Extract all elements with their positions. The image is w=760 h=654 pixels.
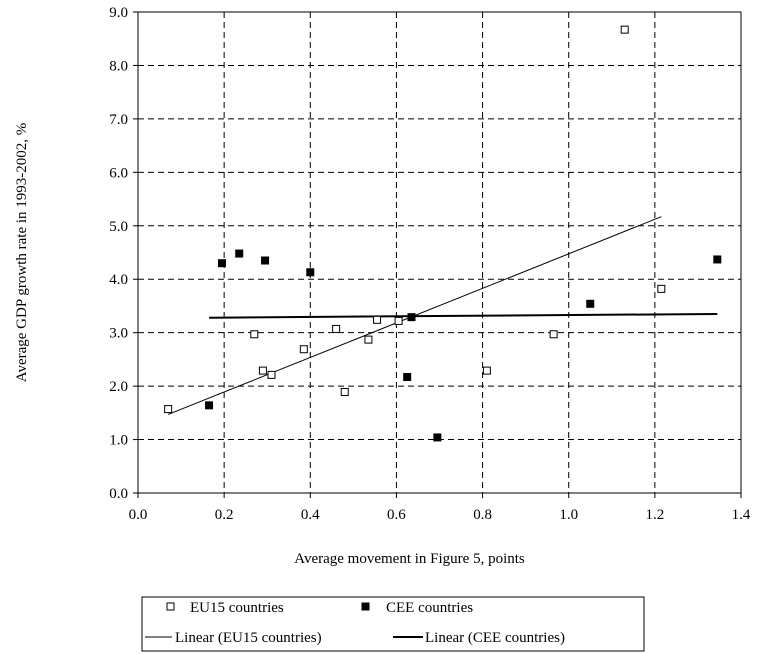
legend-label-eu15: EU15 countries bbox=[190, 600, 284, 616]
legend-symbol-eu15 bbox=[166, 602, 175, 611]
x-tick-label: 0.2 bbox=[215, 507, 234, 523]
x-tick-label: 0.4 bbox=[301, 507, 320, 523]
point-eu15 bbox=[299, 345, 308, 354]
data-points bbox=[164, 25, 722, 442]
point-eu15 bbox=[267, 370, 276, 379]
x-axis-label: Average movement in Figure 5, points bbox=[294, 551, 525, 567]
point-cee bbox=[713, 255, 722, 264]
point-eu15 bbox=[657, 284, 666, 293]
point-eu15 bbox=[482, 366, 491, 375]
x-tick-label: 1.2 bbox=[645, 507, 664, 523]
y-tick-label: 2.0 bbox=[109, 379, 128, 395]
y-tick-label: 1.0 bbox=[109, 433, 128, 449]
y-tick-label: 9.0 bbox=[109, 5, 128, 21]
point-cee bbox=[306, 268, 315, 277]
point-eu15 bbox=[340, 387, 349, 396]
x-axis: 0.0 0.2 0.4 0.6 0.8 1.0 1.2 1.4 bbox=[129, 493, 751, 523]
x-tick-label: 0.6 bbox=[387, 507, 406, 523]
y-axis: 0.0 1.0 2.0 3.0 4.0 5.0 6.0 7.0 8.0 9.0 bbox=[109, 5, 138, 502]
trendlines bbox=[167, 216, 718, 415]
point-cee bbox=[261, 256, 270, 265]
point-eu15 bbox=[164, 405, 173, 414]
trendline-cee bbox=[209, 312, 718, 319]
point-cee bbox=[407, 313, 416, 322]
legend-label-cee: CEE countries bbox=[386, 600, 473, 616]
point-cee bbox=[586, 299, 595, 308]
y-tick-label: 8.0 bbox=[109, 58, 128, 74]
point-cee bbox=[403, 373, 412, 382]
x-tick-label: 0.0 bbox=[129, 507, 148, 523]
point-eu15 bbox=[364, 335, 373, 344]
legend-symbol-cee bbox=[361, 602, 370, 611]
point-eu15 bbox=[373, 315, 382, 324]
legend-label-eu15-trend: Linear (EU15 countries) bbox=[175, 630, 322, 646]
point-cee bbox=[235, 249, 244, 258]
legend: EU15 countries CEE countries Linear (EU1… bbox=[141, 596, 645, 652]
y-axis-label: Average GDP growth rate in 1993-2002, % bbox=[14, 123, 30, 383]
x-tick-label: 1.4 bbox=[732, 507, 751, 523]
y-tick-label: 3.0 bbox=[109, 326, 128, 342]
y-tick-label: 5.0 bbox=[109, 219, 128, 235]
point-eu15 bbox=[250, 330, 259, 339]
point-eu15 bbox=[549, 330, 558, 339]
point-eu15 bbox=[620, 25, 629, 34]
point-cee bbox=[433, 433, 442, 442]
y-tick-label: 6.0 bbox=[109, 165, 128, 181]
x-tick-label: 0.8 bbox=[473, 507, 492, 523]
plot-frame bbox=[137, 11, 742, 494]
grid bbox=[138, 12, 741, 493]
x-tick-label: 1.0 bbox=[559, 507, 578, 523]
point-eu15 bbox=[394, 316, 403, 325]
point-cee bbox=[217, 259, 226, 268]
y-tick-label: 0.0 bbox=[109, 486, 128, 502]
y-tick-label: 7.0 bbox=[109, 112, 128, 128]
legend-box bbox=[141, 596, 645, 652]
point-eu15 bbox=[332, 324, 341, 333]
legend-label-cee-trend: Linear (CEE countries) bbox=[425, 630, 565, 646]
point-cee bbox=[205, 401, 214, 410]
y-tick-label: 4.0 bbox=[109, 272, 128, 288]
point-eu15 bbox=[258, 366, 267, 375]
